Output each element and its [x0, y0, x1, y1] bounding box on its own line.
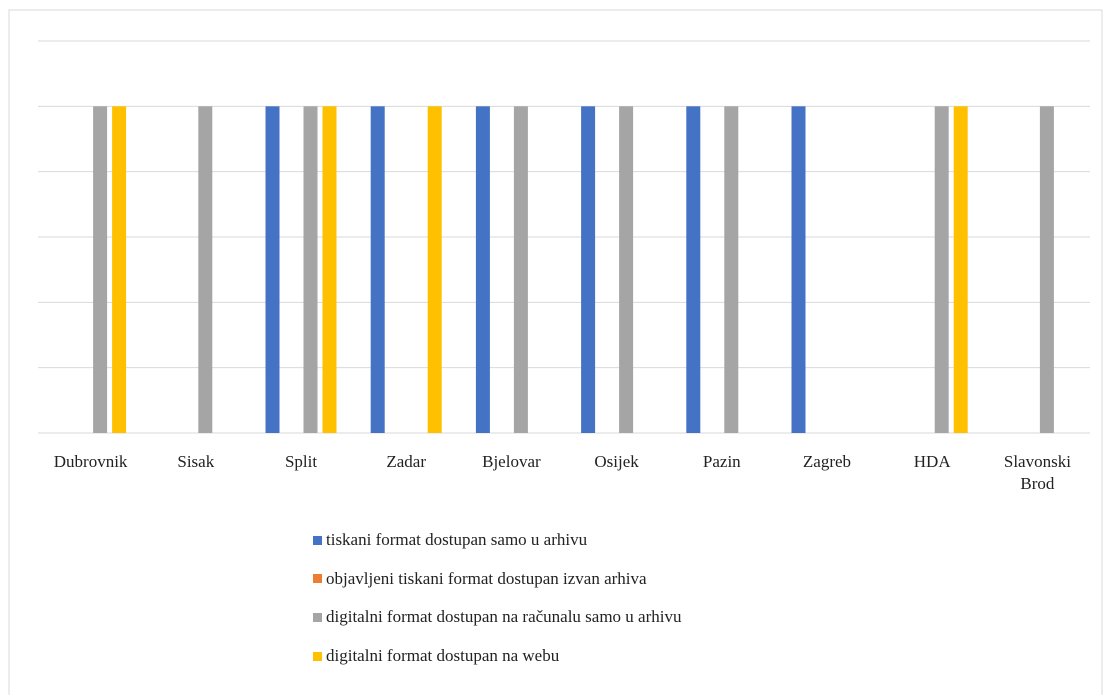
bar	[475, 106, 490, 433]
bar	[427, 106, 442, 433]
x-tick-label: Dubrovnik	[53, 452, 128, 471]
legend-item: digitalni format dostupan na webu	[313, 646, 559, 666]
bar	[791, 106, 806, 433]
legend-item: digitalni format dostupan na računalu sa…	[313, 607, 682, 627]
bar	[370, 106, 385, 433]
legend-item: tiskani format dostupan samo u arhivu	[313, 530, 587, 550]
x-tick-label: Pazin	[702, 452, 741, 471]
legend-label: digitalni format dostupan na webu	[326, 646, 560, 666]
x-tick-label: Osijek	[594, 452, 639, 471]
legend-label: digitalni format dostupan na računalu sa…	[326, 607, 682, 627]
chart-border	[8, 9, 1103, 695]
x-tick-label: Sisak	[177, 452, 215, 471]
bar	[198, 106, 213, 433]
bar	[581, 106, 596, 433]
x-tick-label: Zagreb	[802, 452, 852, 471]
bar	[513, 106, 528, 433]
x-tick-label: Bjelovar	[482, 452, 541, 471]
legend-swatch	[313, 574, 322, 584]
legend-swatch	[313, 535, 322, 545]
bar	[303, 106, 318, 433]
legend-swatch	[313, 651, 322, 661]
bar	[322, 106, 337, 433]
x-tick-label: HDA	[913, 452, 951, 471]
x-tick-label: Zadar	[386, 452, 426, 471]
bar	[934, 106, 949, 433]
legend-item: objavljeni tiskani format dostupan izvan…	[313, 569, 647, 589]
bar	[1039, 106, 1054, 433]
bar	[724, 106, 739, 433]
bar	[619, 106, 634, 433]
bar	[953, 106, 968, 433]
legend-label: tiskani format dostupan samo u arhivu	[326, 530, 588, 549]
bar	[112, 106, 127, 433]
legend-label: objavljeni tiskani format dostupan izvan…	[326, 568, 647, 588]
bar	[93, 106, 108, 433]
bar	[686, 106, 701, 433]
x-tick-label: Split	[284, 452, 318, 471]
legend-swatch	[313, 612, 322, 622]
bar	[265, 106, 280, 433]
x-tick-label: Slavonski Brod	[1003, 452, 1071, 493]
